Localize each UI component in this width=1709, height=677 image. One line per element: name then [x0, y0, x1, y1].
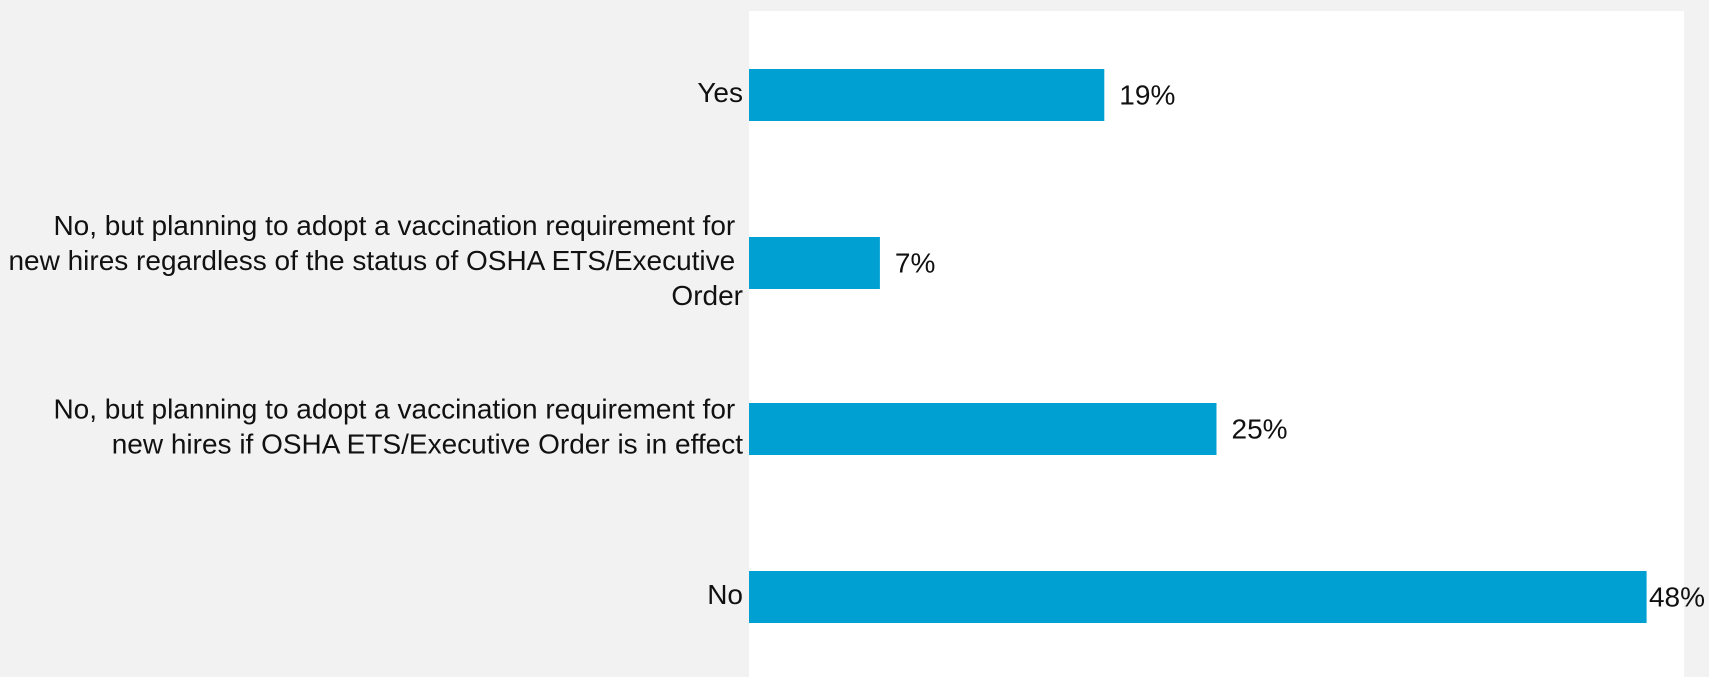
category-label: No	[707, 579, 743, 610]
category-label: No, but planning to adopt a vaccination …	[8, 210, 743, 311]
value-label: 7%	[895, 247, 935, 278]
value-label: 48%	[1649, 581, 1705, 612]
bar	[749, 571, 1647, 623]
bar	[749, 237, 880, 289]
value-label: 19%	[1119, 79, 1175, 110]
bar	[749, 403, 1217, 455]
category-label: No, but planning to adopt a vaccination …	[53, 394, 743, 460]
plot-area	[749, 11, 1684, 677]
value-label: 25%	[1232, 413, 1288, 444]
category-label: Yes	[697, 77, 743, 108]
bar	[749, 69, 1105, 121]
